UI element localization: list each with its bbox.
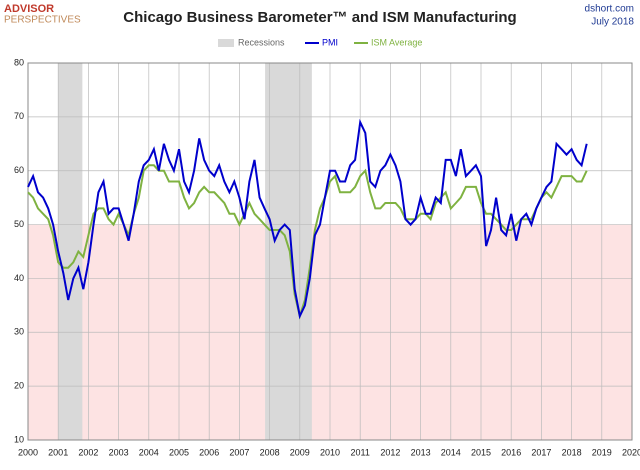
x-tick-label: 2003 bbox=[109, 447, 129, 457]
x-tick-label: 2012 bbox=[380, 447, 400, 457]
legend-label: PMI bbox=[322, 37, 338, 47]
y-tick-label: 30 bbox=[14, 327, 24, 337]
recession-band bbox=[265, 63, 312, 440]
x-tick-label: 2007 bbox=[229, 447, 249, 457]
x-tick-label: 2006 bbox=[199, 447, 219, 457]
y-tick-label: 20 bbox=[14, 381, 24, 391]
y-tick-label: 60 bbox=[14, 165, 24, 175]
x-tick-label: 2014 bbox=[441, 447, 461, 457]
x-tick-label: 2016 bbox=[501, 447, 521, 457]
x-tick-label: 2004 bbox=[139, 447, 159, 457]
legend-label: ISM Average bbox=[371, 37, 422, 47]
x-tick-label: 2015 bbox=[471, 447, 491, 457]
chart-title: Chicago Business Barometer™ and ISM Manu… bbox=[123, 9, 516, 26]
x-tick-label: 2009 bbox=[290, 447, 310, 457]
source: dshort.com bbox=[585, 4, 634, 15]
x-tick-label: 2000 bbox=[18, 447, 38, 457]
legend-swatch bbox=[218, 39, 234, 47]
x-tick-label: 2020 bbox=[622, 447, 640, 457]
x-tick-label: 2013 bbox=[411, 447, 431, 457]
logo-bottom: PERSPECTIVES bbox=[4, 15, 81, 26]
series-line bbox=[27, 118, 588, 320]
date: July 2018 bbox=[591, 17, 634, 28]
x-tick-label: 2011 bbox=[351, 447, 370, 457]
x-tick-label: 2002 bbox=[78, 447, 98, 457]
y-tick-label: 70 bbox=[14, 111, 24, 121]
plot-frame bbox=[27, 62, 633, 441]
legend-label: Recessions bbox=[238, 37, 285, 47]
logo-top: ADVISOR bbox=[4, 3, 54, 15]
x-tick-label: 2017 bbox=[531, 447, 551, 457]
y-tick-label: 80 bbox=[14, 57, 24, 67]
x-tick-label: 2008 bbox=[260, 447, 280, 457]
y-tick-label: 10 bbox=[14, 434, 24, 444]
y-tick-label: 50 bbox=[14, 219, 24, 229]
x-tick-label: 2001 bbox=[48, 447, 68, 457]
x-tick-label: 2019 bbox=[592, 447, 612, 457]
x-tick-label: 2018 bbox=[562, 447, 582, 457]
x-tick-label: 2010 bbox=[320, 447, 340, 457]
y-tick-label: 40 bbox=[14, 273, 24, 283]
x-tick-label: 2005 bbox=[169, 447, 189, 457]
